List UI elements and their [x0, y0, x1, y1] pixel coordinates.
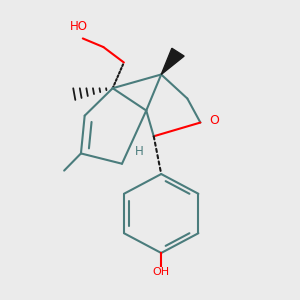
Polygon shape	[161, 48, 184, 74]
Text: HO: HO	[70, 20, 88, 33]
Text: O: O	[210, 114, 220, 127]
Text: OH: OH	[153, 267, 170, 278]
Text: H: H	[134, 145, 143, 158]
